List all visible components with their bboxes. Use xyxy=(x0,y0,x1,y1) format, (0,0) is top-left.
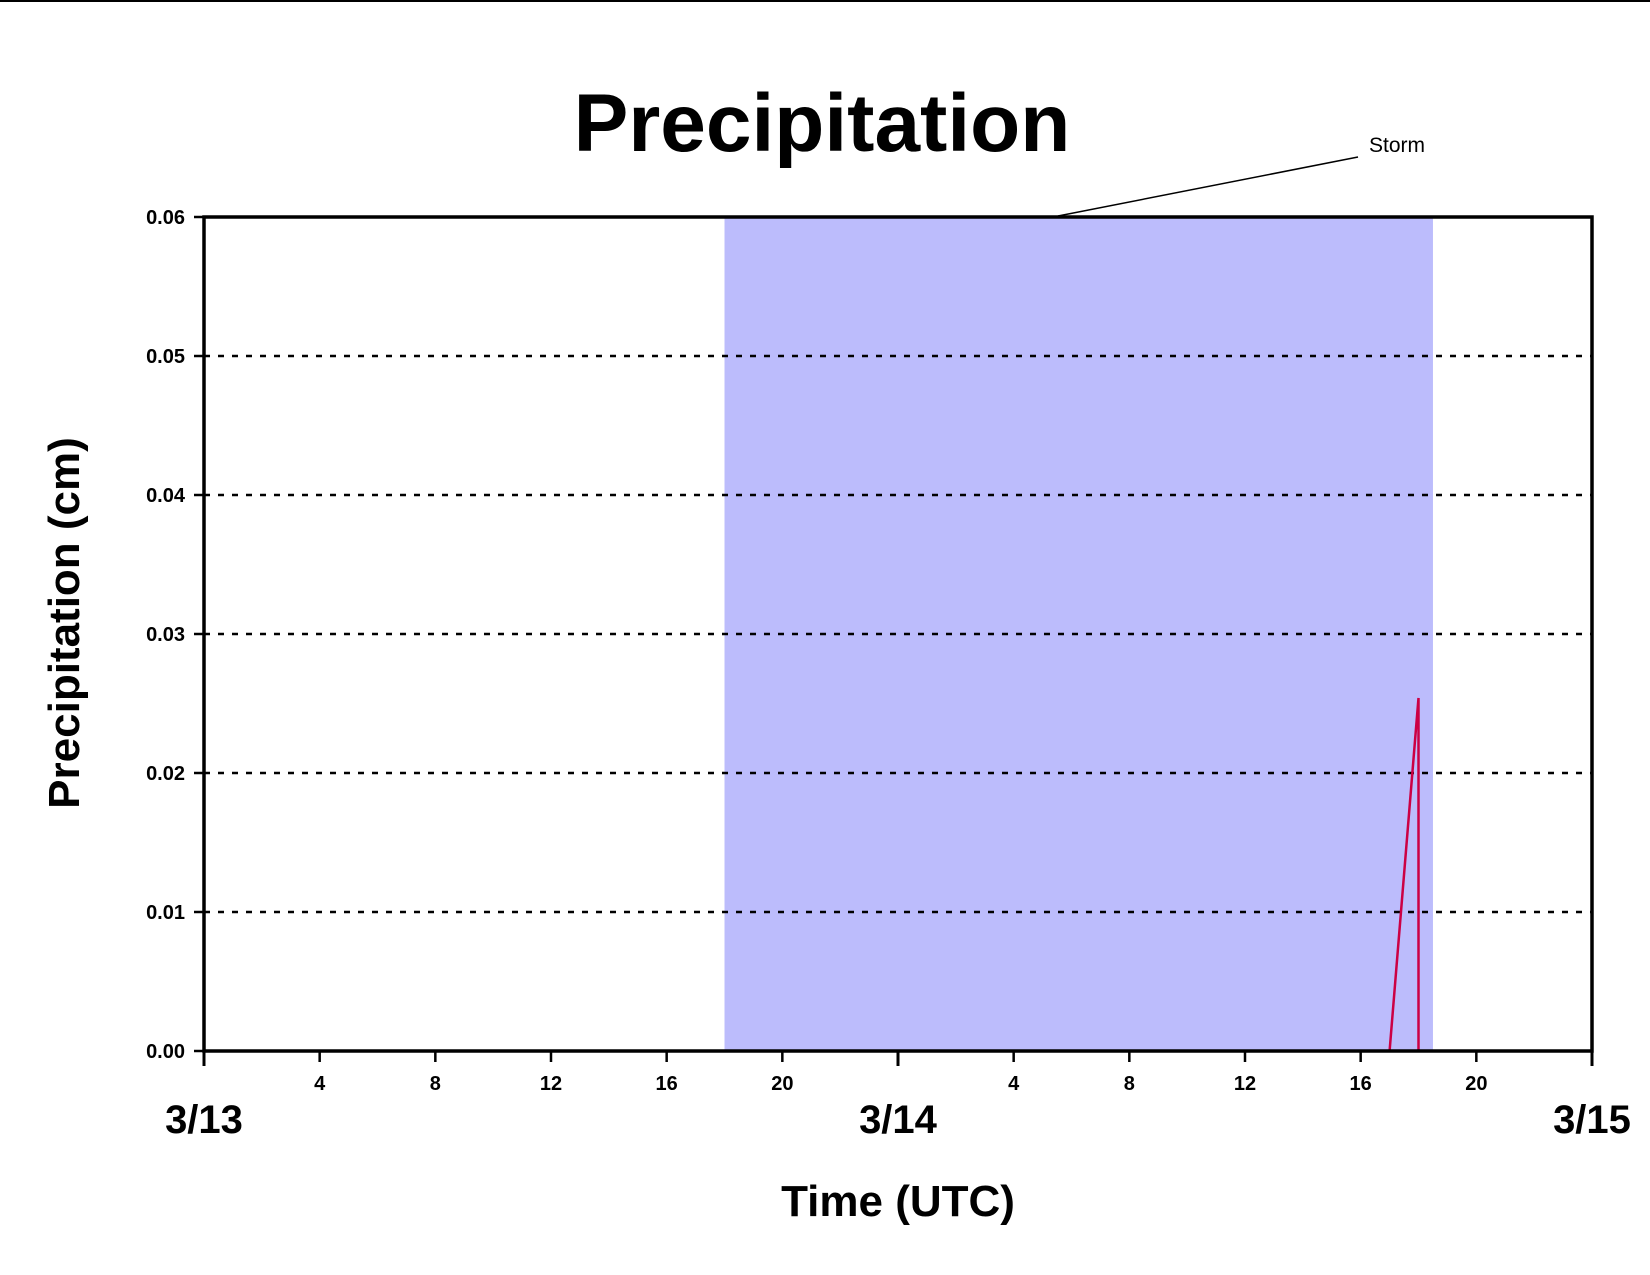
x-tick-label: 4 xyxy=(1008,1073,1020,1095)
x-date-label: 3/14 xyxy=(859,1098,938,1142)
plot-area: 0.00 0.01 0.02 0.03 0.04 0.05 0.06 4 8 12 16 20 4 8 12… xyxy=(146,134,1631,1142)
y-tick-label: 0.03 xyxy=(146,624,185,646)
x-date-label: 3/13 xyxy=(165,1098,243,1142)
y-axis-label: Precipitation (cm) xyxy=(40,437,89,809)
x-tick-label: 8 xyxy=(430,1073,441,1095)
chart-title: Precipitation xyxy=(574,78,1071,169)
y-tick-label: 0.05 xyxy=(146,346,185,368)
y-tick-label: 0.06 xyxy=(146,207,185,229)
x-tick-label: 20 xyxy=(771,1073,793,1095)
y-tick-label: 0.00 xyxy=(146,1041,185,1063)
x-tick-label: 4 xyxy=(314,1073,326,1095)
storm-callout-line xyxy=(1057,156,1359,217)
x-date-label: 3/15 xyxy=(1553,1098,1631,1142)
y-tick-label: 0.02 xyxy=(146,763,185,785)
x-axis-label: Time (UTC) xyxy=(781,1177,1015,1226)
storm-annotation-label: Storm xyxy=(1369,134,1425,157)
x-tick-label: 20 xyxy=(1465,1073,1487,1095)
x-tick-label: 12 xyxy=(1234,1073,1256,1095)
x-tick-label: 16 xyxy=(1350,1073,1372,1095)
x-tick-label: 8 xyxy=(1124,1073,1135,1095)
x-tick-label: 16 xyxy=(656,1073,678,1095)
x-tick-label: 12 xyxy=(540,1073,562,1095)
y-tick-label: 0.01 xyxy=(146,902,185,924)
y-tick-label: 0.04 xyxy=(146,485,186,507)
